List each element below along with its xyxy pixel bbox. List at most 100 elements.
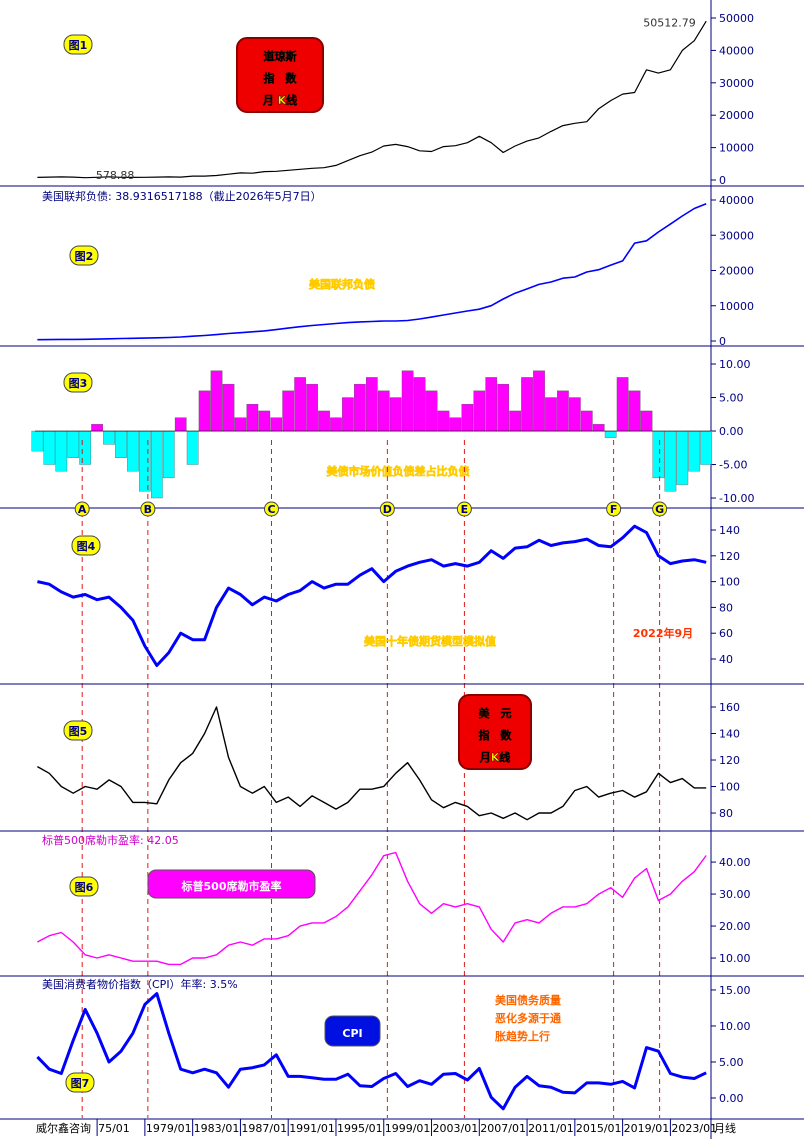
marker-label: D bbox=[383, 503, 392, 516]
y-tick-label: 10.00 bbox=[719, 952, 751, 965]
marker-label: E bbox=[461, 503, 469, 516]
bar bbox=[115, 430, 127, 458]
y-tick-label: 20.00 bbox=[719, 920, 751, 933]
panel-label: 图6 bbox=[75, 881, 94, 894]
y-tick-label: 50000 bbox=[719, 12, 754, 25]
y-tick-label: 80 bbox=[719, 601, 733, 614]
bar bbox=[664, 430, 677, 492]
data-line bbox=[37, 20, 707, 179]
bar bbox=[389, 397, 402, 432]
bar bbox=[246, 404, 259, 432]
y-tick-label: 140 bbox=[719, 728, 740, 741]
y-tick-label: 30.00 bbox=[719, 888, 751, 901]
y-tick-label: 40000 bbox=[719, 44, 754, 57]
bar bbox=[270, 417, 283, 432]
bar bbox=[318, 410, 330, 432]
bar bbox=[139, 430, 151, 492]
annotation: 578.88 bbox=[96, 169, 134, 182]
y-tick-label: 20000 bbox=[719, 109, 754, 122]
y-tick-label: 10.00 bbox=[719, 1020, 751, 1033]
bar bbox=[676, 430, 689, 485]
x-tick-label: 2015/01 bbox=[576, 1122, 622, 1135]
marker-dot bbox=[379, 501, 395, 517]
bar bbox=[616, 377, 629, 432]
x-tick-label: 75/01 bbox=[98, 1122, 130, 1135]
panel-label: 图3 bbox=[69, 377, 88, 390]
title-box-text: 指 数 bbox=[264, 71, 298, 85]
x-tick-label: 1987/01 bbox=[241, 1122, 287, 1135]
y-tick-label: 160 bbox=[719, 701, 740, 714]
bar bbox=[592, 424, 605, 432]
y-tick-label: 40.00 bbox=[719, 856, 751, 869]
bar bbox=[79, 430, 91, 465]
y-tick-label: 10000 bbox=[719, 142, 754, 155]
bar bbox=[413, 377, 426, 432]
bar bbox=[688, 430, 701, 472]
note: 2022年9月 bbox=[633, 626, 693, 640]
data-line bbox=[37, 851, 707, 966]
y-tick-label: 40000 bbox=[719, 194, 754, 207]
note: 美国十年债期货模型模拟值 bbox=[364, 634, 496, 648]
bar bbox=[31, 430, 44, 452]
bar bbox=[401, 370, 414, 432]
marker-dot bbox=[456, 501, 472, 517]
title-box-text: 美 元 bbox=[479, 706, 512, 720]
bar bbox=[354, 383, 366, 432]
bar bbox=[449, 417, 462, 432]
bar bbox=[43, 430, 56, 465]
bar bbox=[640, 410, 653, 432]
y-tick-label: -5.00 bbox=[719, 459, 747, 472]
bar bbox=[67, 430, 80, 458]
marker-dot bbox=[606, 501, 622, 517]
subtitle: 美国消费者物价指数（CPI）年率: 3.5% bbox=[42, 977, 238, 991]
note: 恶化多源于通 bbox=[495, 1011, 561, 1025]
y-tick-label: 80 bbox=[719, 807, 733, 820]
panel-label-bg bbox=[63, 372, 93, 393]
title-box-text: CPI bbox=[342, 1027, 362, 1040]
y-tick-label: 0.00 bbox=[719, 1092, 744, 1105]
bar bbox=[604, 430, 617, 438]
y-tick-label: 10000 bbox=[719, 300, 754, 313]
bar bbox=[222, 383, 235, 432]
bar bbox=[55, 430, 68, 472]
x-tick-label: 1999/01 bbox=[385, 1122, 431, 1135]
bar bbox=[509, 410, 521, 432]
y-tick-label: 30000 bbox=[719, 77, 754, 90]
panel-label-bg bbox=[69, 245, 99, 266]
y-tick-label: -10.00 bbox=[719, 492, 754, 505]
title-box bbox=[236, 37, 324, 113]
bar bbox=[330, 417, 342, 432]
bar bbox=[425, 390, 438, 432]
marker-label: G bbox=[655, 503, 664, 516]
bar bbox=[342, 397, 354, 432]
title-box bbox=[147, 869, 316, 899]
panel-label-bg bbox=[63, 34, 93, 55]
bar bbox=[162, 430, 175, 479]
title-box-text: 月K线 bbox=[479, 750, 511, 764]
y-tick-label: 5.00 bbox=[719, 1056, 744, 1069]
title-box-text: 标普500席勒市盈率 bbox=[181, 879, 282, 893]
bar bbox=[580, 410, 593, 432]
x-tick-label: 2003/01 bbox=[433, 1122, 479, 1135]
note: 美债市场价值负债差占比负债 bbox=[327, 464, 470, 478]
marker-dot bbox=[263, 501, 279, 517]
subtitle: 美国联邦负债: 38.9316517188（截止2026年5月7日） bbox=[42, 189, 322, 203]
bar bbox=[652, 430, 665, 479]
title-box-text: 指 数 bbox=[479, 728, 513, 742]
y-tick-label: 60 bbox=[719, 627, 733, 640]
bar bbox=[210, 370, 223, 432]
y-tick-label: 0 bbox=[719, 335, 726, 348]
bar bbox=[461, 404, 474, 432]
note: 胀趋势上行 bbox=[495, 1029, 550, 1043]
panel-label: 图2 bbox=[75, 250, 94, 263]
bar bbox=[365, 377, 378, 432]
bar bbox=[628, 390, 641, 432]
bar bbox=[103, 430, 115, 445]
panel-label: 图1 bbox=[69, 39, 88, 52]
bar bbox=[127, 430, 139, 472]
marker-label: A bbox=[78, 503, 87, 516]
y-tick-label: 20000 bbox=[719, 265, 754, 278]
bar bbox=[306, 383, 318, 432]
y-tick-label: 0 bbox=[719, 174, 726, 187]
x-tick-label: 2007/01 bbox=[480, 1122, 526, 1135]
